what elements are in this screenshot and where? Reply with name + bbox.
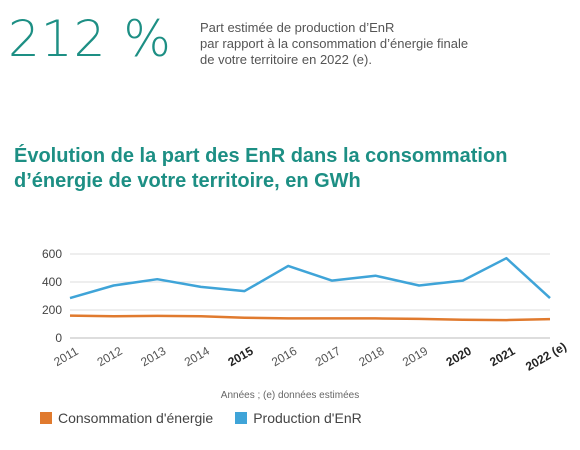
chart-title: Évolution de la part des EnR dans la con… xyxy=(14,144,507,194)
kpi-description-line: de votre territoire en 2022 (e). xyxy=(200,52,372,67)
x-tick-label: 2021 xyxy=(487,344,517,370)
x-tick-label: 2022 (e) xyxy=(523,339,569,373)
chart-title-line: Évolution de la part des EnR dans la con… xyxy=(14,145,508,167)
legend-label-consumption: Consommation d'énergie xyxy=(58,410,214,426)
series-line-production xyxy=(69,256,551,300)
kpi-description: Part estimée de production d’EnR par rap… xyxy=(200,20,468,68)
y-tick-label: 600 xyxy=(42,247,62,261)
x-tick-label: 2012 xyxy=(95,344,125,370)
legend-item-production: Production d'EnR xyxy=(235,410,362,426)
x-tick-label: 2013 xyxy=(138,344,168,370)
x-tick-label: 2020 xyxy=(444,344,474,370)
x-axis-label: Années ; (e) données estimées xyxy=(221,390,359,401)
x-tick-label: 2019 xyxy=(400,344,430,370)
kpi-value: 212 % xyxy=(8,10,172,68)
x-tick-label: 2015 xyxy=(225,344,255,370)
legend-swatch-consumption xyxy=(40,412,52,424)
legend-item-consumption: Consommation d'énergie xyxy=(40,410,213,426)
x-tick-label: 2011 xyxy=(51,344,81,369)
legend-label-production: Production d'EnR xyxy=(253,410,362,426)
x-tick-label: 2017 xyxy=(313,344,343,370)
chart-legend: Consommation d'énergie Production d'EnR xyxy=(40,410,384,426)
x-tick-label: 2016 xyxy=(269,344,299,370)
y-tick-label: 0 xyxy=(55,331,62,345)
series-line-consumption xyxy=(69,314,551,322)
chart-title-line: d’énergie de votre territoire, en GWh xyxy=(14,170,361,192)
legend-swatch-production xyxy=(235,412,248,424)
x-tick-label: 2018 xyxy=(356,344,386,370)
kpi-description-line: par rapport à la consommation d’énergie … xyxy=(200,36,469,51)
kpi-description-line: Part estimée de production d’EnR xyxy=(200,20,395,35)
y-tick-label: 200 xyxy=(42,303,62,317)
x-tick-label: 2014 xyxy=(182,344,212,370)
y-tick-label: 400 xyxy=(42,275,62,289)
